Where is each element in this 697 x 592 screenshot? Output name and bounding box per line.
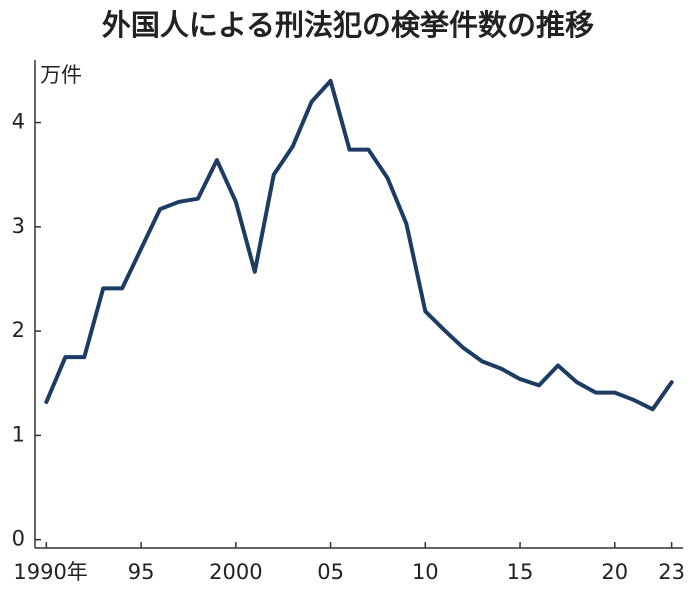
y-axis-unit: 万件 (40, 63, 82, 87)
x-tick-label: 15 (507, 560, 534, 584)
y-tick-label: 1 (12, 422, 25, 446)
y-tick-label: 3 (12, 214, 25, 238)
y-tick-label: 2 (12, 318, 25, 342)
x-tick-label: 1990年 (13, 560, 87, 584)
y-tick-label: 0 (12, 527, 25, 551)
x-tick-label: 20 (601, 560, 628, 584)
y-tick-label: 4 (12, 110, 25, 134)
x-tick-label: 10 (412, 560, 439, 584)
x-tick-label: 95 (128, 560, 155, 584)
chart-title: 外国人による刑法犯の検挙件数の推移 (102, 8, 594, 42)
data-line (44, 78, 674, 412)
x-tick-label: 23 (658, 560, 685, 584)
x-tick-label: 05 (317, 560, 344, 584)
x-tick-label: 2000 (209, 560, 262, 584)
